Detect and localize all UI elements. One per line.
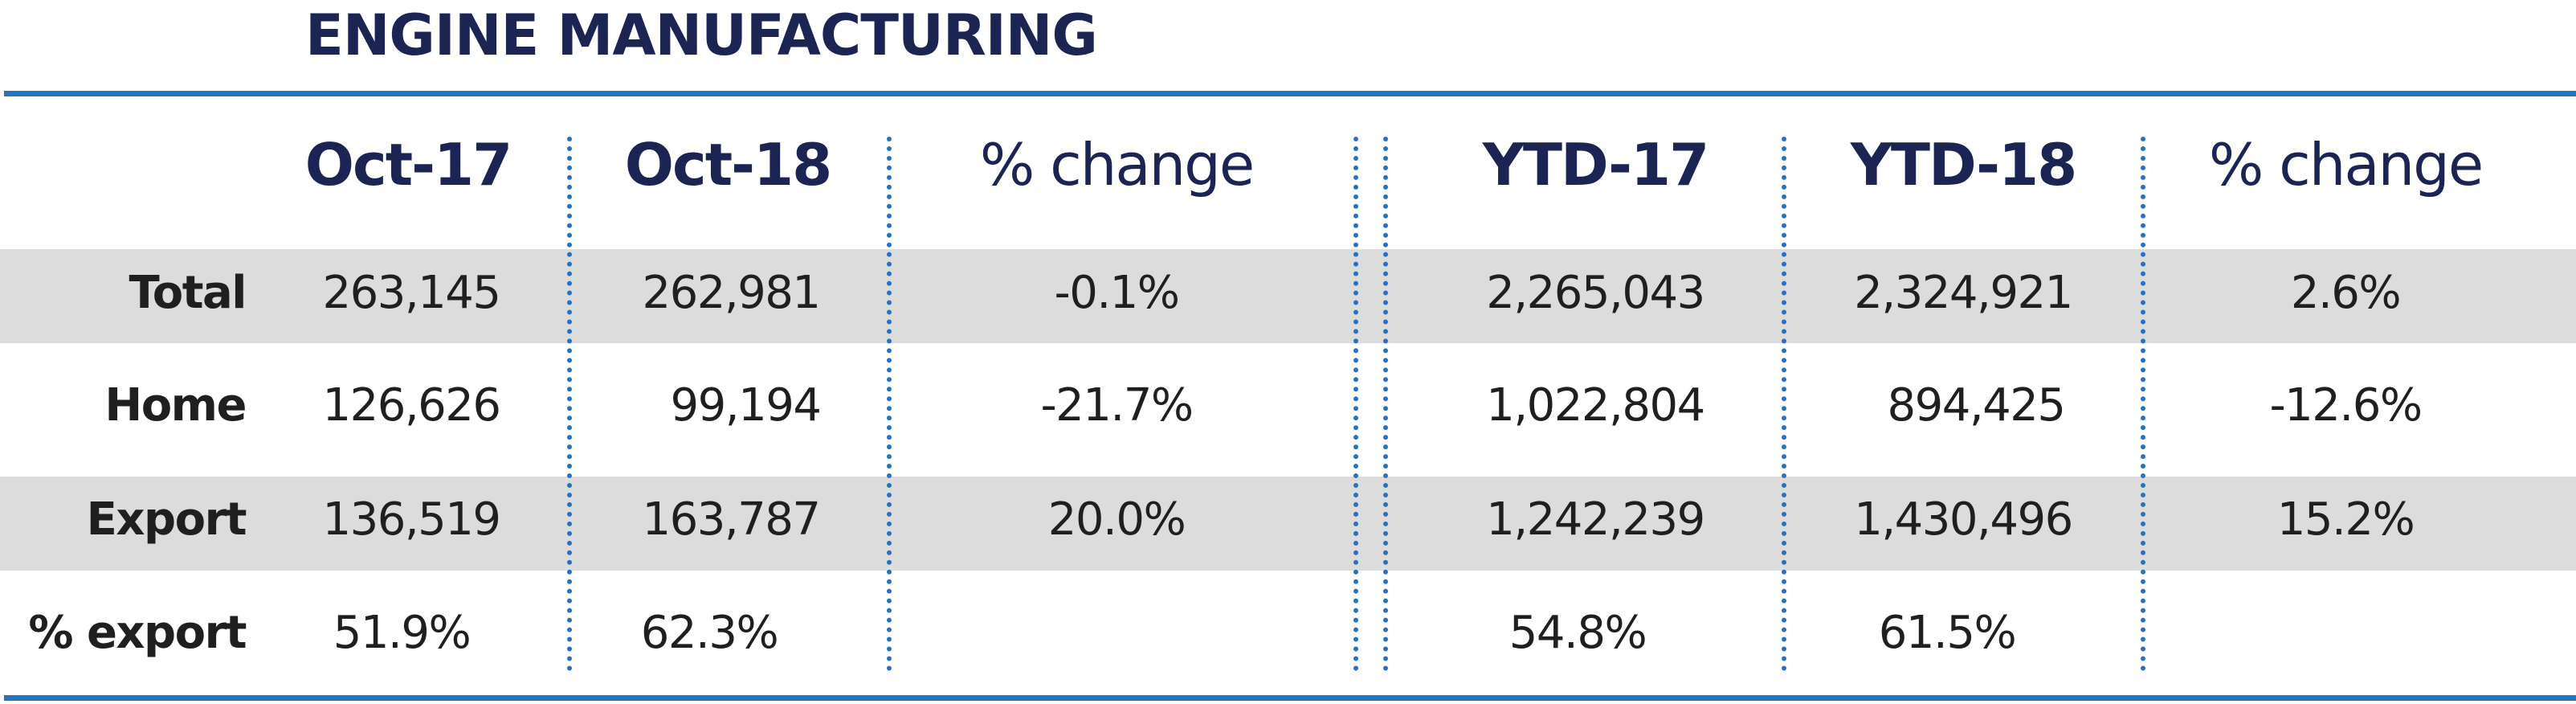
table-cell: 15.2% xyxy=(2276,493,2415,546)
table-cell: -21.7% xyxy=(1040,379,1194,432)
row-band-export xyxy=(0,477,2576,571)
table-title: ENGINE MANUFACTURING xyxy=(305,2,1098,68)
column-header-oct-18: Oct-18 xyxy=(624,131,832,199)
table-cell: -0.1% xyxy=(1054,267,1180,319)
table-cell: 99,194 xyxy=(670,379,822,432)
table-cell: 894,425 xyxy=(1887,379,2066,432)
row-label-export: Export xyxy=(86,493,247,546)
table-cell: 62.3% xyxy=(640,607,779,659)
column-divider xyxy=(567,137,572,671)
column-divider xyxy=(1383,137,1388,671)
column-header-pct-change-ytd: % change xyxy=(2208,131,2484,199)
table-cell: 126,626 xyxy=(322,379,501,432)
column-divider xyxy=(1353,137,1358,671)
table-cell: 263,145 xyxy=(322,267,501,319)
table-cell: 20.0% xyxy=(1047,493,1186,546)
column-header-pct-change-month: % change xyxy=(979,131,1255,199)
table-cell: 1,242,239 xyxy=(1486,493,1705,546)
table-cell: 1,022,804 xyxy=(1486,379,1705,432)
table-cell: 61.5% xyxy=(1878,607,2017,659)
column-divider xyxy=(887,137,892,671)
row-label-pct-export: % export xyxy=(28,607,247,659)
bottom-rule xyxy=(4,695,2576,701)
column-divider xyxy=(1782,137,1786,671)
column-header-oct-17: Oct-17 xyxy=(304,131,512,199)
table-cell: 2,265,043 xyxy=(1486,267,1705,319)
table-cell: 2,324,921 xyxy=(1854,267,2073,319)
column-header-ytd-17: YTD-17 xyxy=(1482,131,1709,199)
table-cell: 2.6% xyxy=(2290,267,2402,319)
row-band-total xyxy=(0,249,2576,343)
table-cell: 136,519 xyxy=(322,493,501,546)
table-cell: 51.9% xyxy=(333,607,472,659)
row-label-home: Home xyxy=(104,379,247,432)
column-divider xyxy=(2141,137,2145,671)
top-rule xyxy=(4,91,2576,96)
column-header-ytd-18: YTD-18 xyxy=(1850,131,2077,199)
table-cell: 262,981 xyxy=(642,267,821,319)
table-cell: 1,430,496 xyxy=(1854,493,2073,546)
table-cell: 163,787 xyxy=(642,493,821,546)
table-cell: -12.6% xyxy=(2269,379,2423,432)
row-label-total: Total xyxy=(129,267,247,319)
table-cell: 54.8% xyxy=(1508,607,1647,659)
